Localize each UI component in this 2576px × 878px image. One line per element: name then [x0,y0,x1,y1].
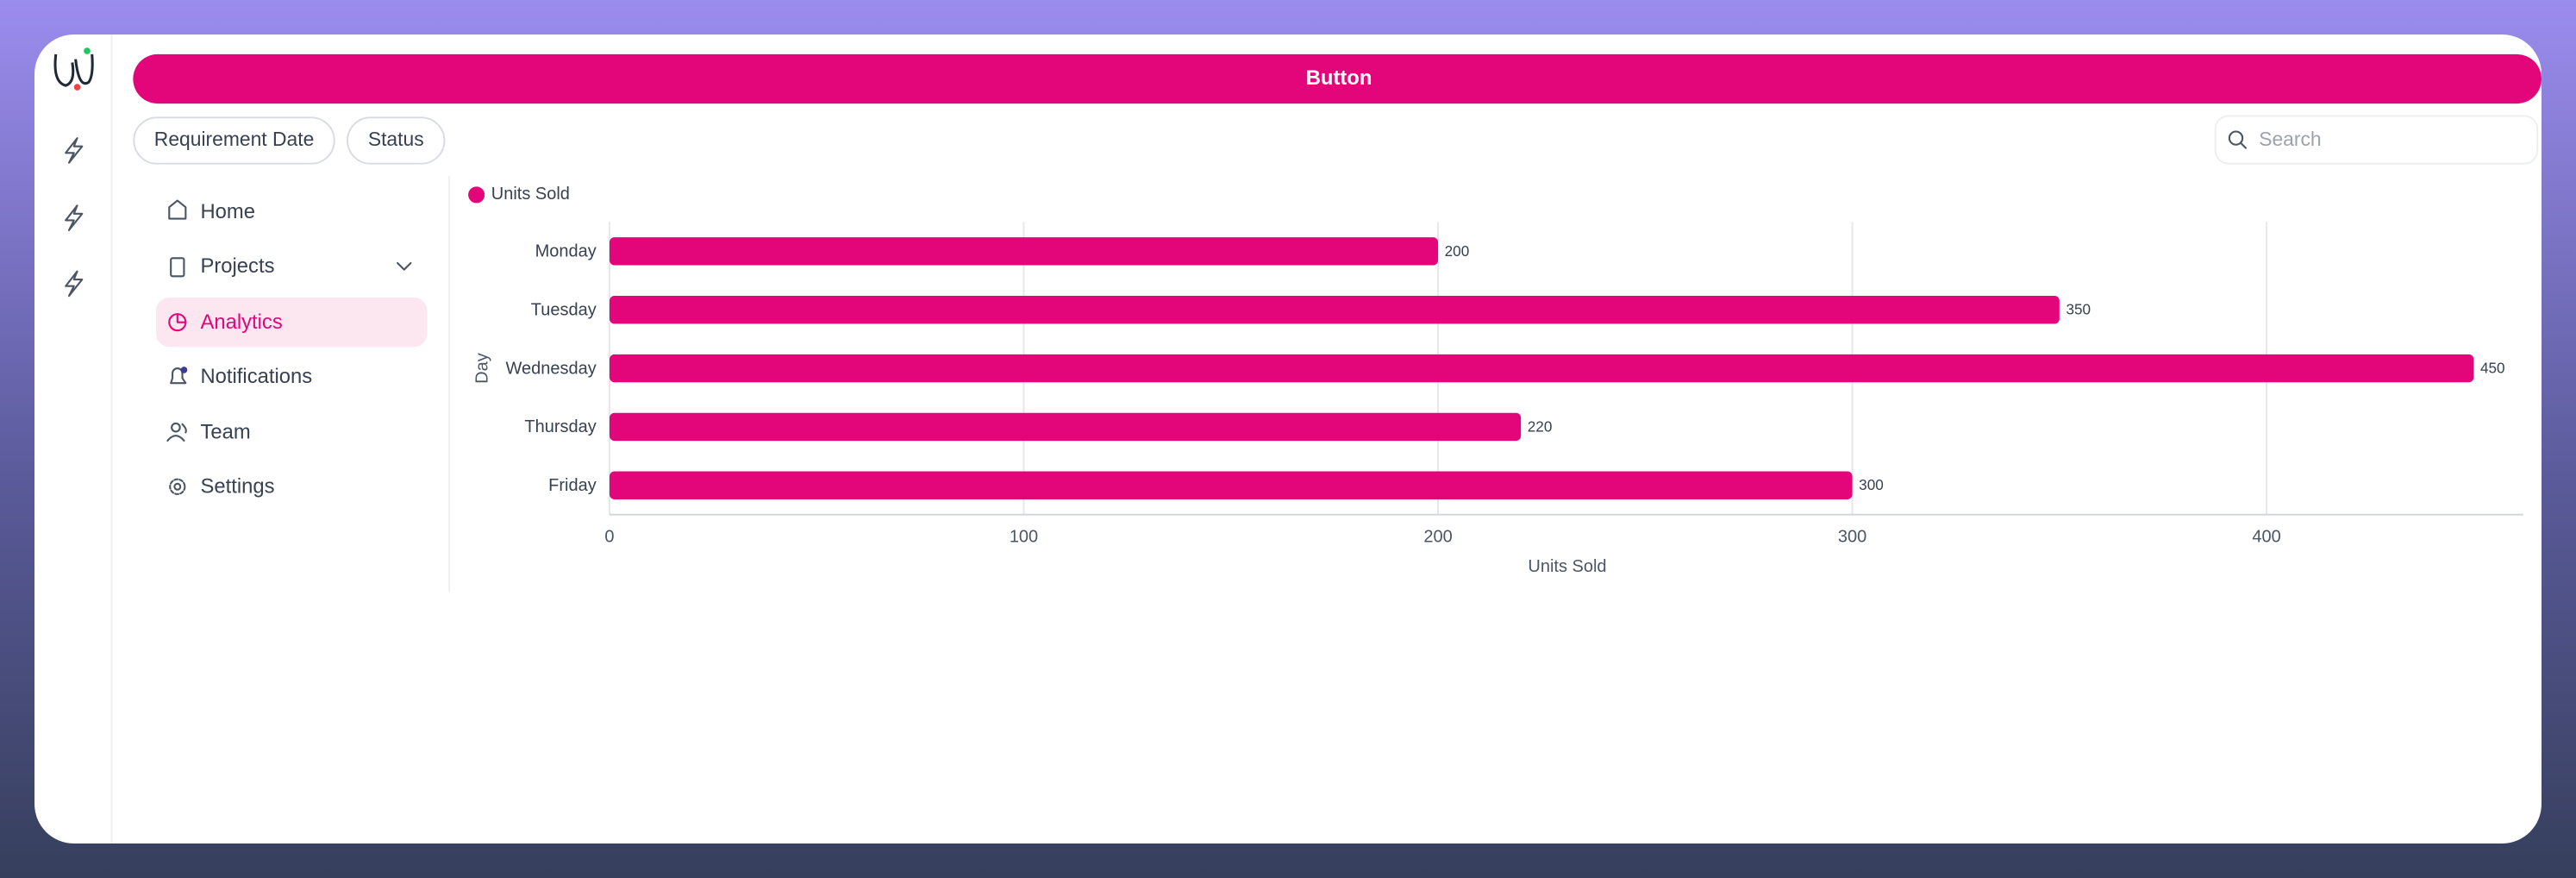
x-tick-label: 0 [604,528,614,547]
value-label: 200 [1445,242,1470,260]
bar [609,412,1522,442]
nav-item[interactable]: Notifications [170,365,312,388]
nav-item[interactable]: Home [168,199,255,223]
y-tick-label: Monday [535,242,597,261]
nav-item[interactable]: Team [166,421,251,444]
nav-item[interactable]: Analytics [168,310,283,334]
bar [609,471,1853,499]
top-button[interactable]: Button [133,53,2542,104]
search-box[interactable]: Search [2214,115,2539,165]
rail-icon[interactable] [65,204,84,231]
y-tick-label: Thursday [524,417,596,436]
button-label: Button [1306,66,1372,90]
bar [609,295,2060,324]
x-tick-label: 100 [1010,528,1038,547]
nav-label: Team [200,421,250,444]
nav-label: Notifications [200,365,312,388]
bar [609,237,1439,266]
filter-chip[interactable]: Requirement Date [133,116,335,165]
rail-icon[interactable] [65,270,84,298]
filter-chip[interactable]: Status [347,116,446,165]
value-label: 300 [1859,476,1884,493]
nav-label: Analytics [200,310,282,334]
value-label: 220 [1528,417,1553,435]
nav-item[interactable]: Projects [170,254,412,278]
nav-label: Projects [200,254,274,278]
chip-label: Requirement Date [154,128,314,150]
x-tick-label: 200 [1423,528,1452,547]
nav-label: Home [200,200,255,223]
x-tick-label: 300 [1838,528,1866,547]
value-label: 450 [2480,360,2505,377]
nav-item[interactable]: Settings [169,475,275,499]
x-tick-label: 400 [2252,528,2280,547]
x-axis-title: Units Sold [1528,557,1606,576]
y-tick-label: Friday [548,476,597,495]
chip-label: Status [368,128,424,150]
y-tick-label: Wednesday [505,359,596,378]
legend-label[interactable]: Units Sold [491,185,570,204]
chevron[interactable] [397,261,412,271]
bar [609,354,2474,383]
value-label: 350 [2066,301,2091,318]
chart: Units Sold Units Sold Day 0 100 200 300 400 M… [468,185,2524,576]
y-axis-title: Day [473,353,492,384]
logo [53,47,94,91]
rail-icon[interactable] [65,137,84,164]
y-tick-label: Tuesday [531,300,597,319]
nav-label: Settings [200,475,274,499]
legend-swatch[interactable] [468,186,485,204]
search-placeholder: Search [2259,128,2321,150]
active-highlight [156,298,428,348]
